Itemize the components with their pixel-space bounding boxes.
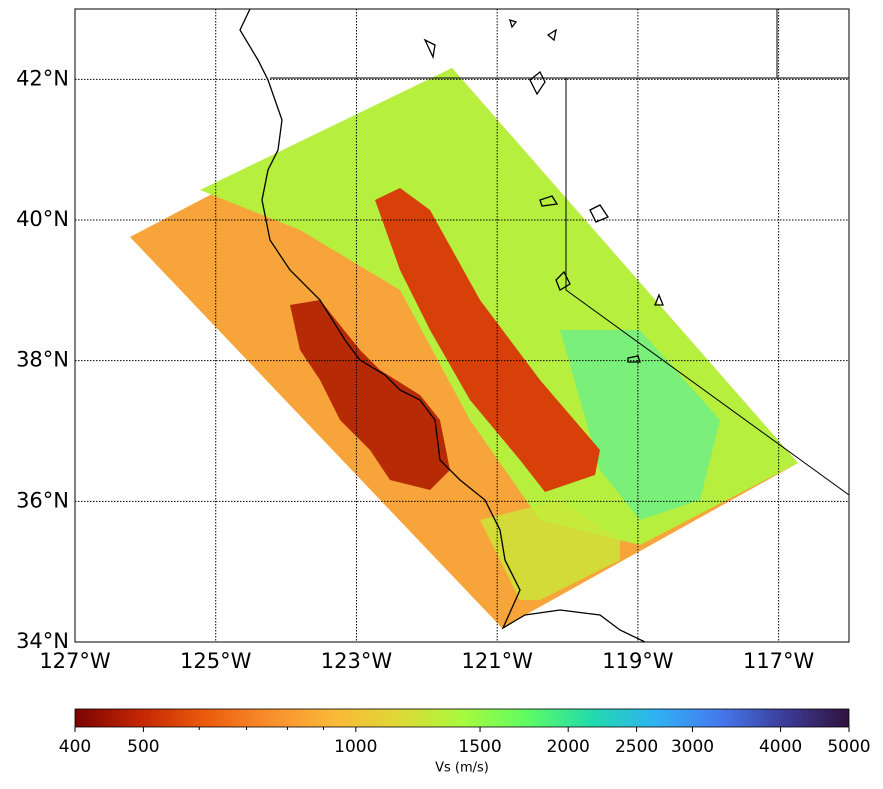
y-tick-label: 42°N [16,66,69,90]
colorbar-label: Vs (m/s) [435,761,489,776]
y-tick-label: 36°N [16,488,69,512]
y-tick-label: 38°N [16,348,69,372]
x-tick-label: 123°W [321,649,393,673]
colorbar-tick-label: 5000 [827,737,870,757]
colorbar-tick-label: 500 [127,737,159,757]
colorbar-tick-label: 1000 [334,737,377,757]
valley-red [375,188,600,492]
lakes [423,18,664,363]
x-tick-label: 119°W [602,649,674,673]
bay-red [290,300,450,490]
y-tick-label: 40°N [16,207,69,231]
model-region-south [480,500,620,600]
colorbar-tick-label: 2000 [547,737,590,757]
colorbar-tick-label: 2500 [615,737,658,757]
x-tick-label: 127°W [39,649,111,673]
colorbar [74,708,850,728]
colorbar-tick-label: 1500 [458,737,501,757]
colorbar-tick-label: 3000 [671,737,714,757]
colorbar-tick-label: 400 [59,737,91,757]
x-tick-label: 125°W [180,649,252,673]
model-region-cyan [560,330,720,520]
map-area [130,9,849,642]
border [270,9,849,496]
map-frame [74,8,850,643]
colorbar-tick-label: 4000 [759,737,802,757]
x-tick-label: 121°W [462,649,534,673]
x-tick-label: 117°W [743,649,815,673]
y-tick-label: 34°N [16,629,69,653]
coastline [239,9,646,642]
